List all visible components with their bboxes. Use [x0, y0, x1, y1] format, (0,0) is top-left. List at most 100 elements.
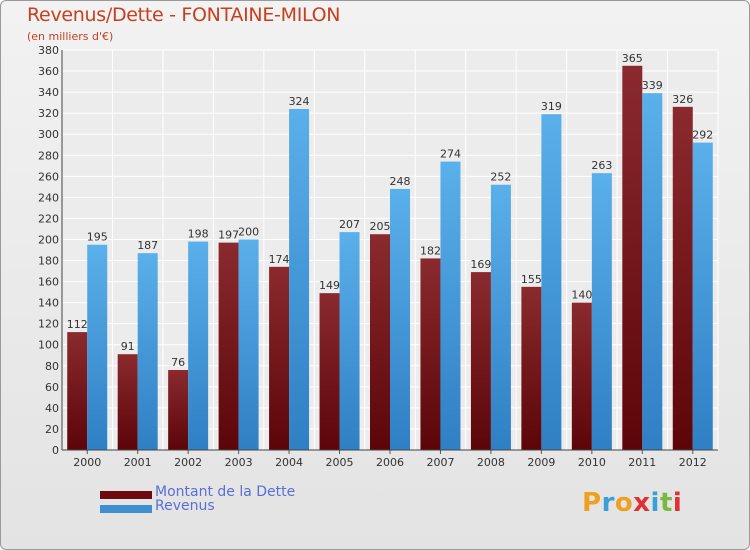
proxiti-logo: Proxiti — [582, 488, 682, 518]
debt-bar — [117, 354, 138, 450]
debt-value-label: 91 — [121, 340, 135, 353]
x-tick-label: 2011 — [628, 456, 656, 469]
revenue-bar — [238, 239, 259, 450]
debt-bar — [269, 266, 290, 450]
revenue-value-label: 339 — [642, 79, 663, 92]
y-tick-label: 220 — [38, 212, 59, 225]
revenue-value-label: 292 — [692, 129, 713, 142]
debt-value-label: 174 — [269, 253, 290, 266]
debt-value-label: 182 — [420, 244, 441, 257]
legend-swatch-revenue — [100, 505, 152, 513]
x-tick-label: 2002 — [174, 456, 202, 469]
debt-bar — [67, 332, 88, 450]
logo-letter: t — [659, 488, 673, 518]
legend-swatch-debt — [100, 491, 152, 499]
revenue-bar — [541, 114, 562, 451]
x-tick-label: 2007 — [426, 456, 454, 469]
debt-value-label: 112 — [67, 318, 88, 331]
debt-bar — [420, 258, 441, 450]
x-tick-label: 2000 — [73, 456, 101, 469]
y-tick-label: 140 — [38, 297, 59, 310]
chart-subtitle: (en milliers d'€) — [27, 30, 114, 43]
y-tick-label: 160 — [38, 276, 59, 289]
x-tick-label: 2012 — [679, 456, 707, 469]
debt-value-label: 169 — [470, 258, 491, 271]
y-tick-label: 0 — [52, 444, 59, 457]
y-tick-label: 40 — [45, 402, 59, 415]
x-tick-label: 2005 — [326, 456, 354, 469]
revenue-bar — [289, 108, 310, 451]
debt-bar — [218, 242, 239, 450]
debt-bar — [319, 293, 340, 450]
y-tick-label: 180 — [38, 255, 59, 268]
revenue-value-label: 324 — [289, 95, 310, 108]
revenue-value-label: 274 — [440, 148, 461, 161]
revenue-value-label: 319 — [541, 100, 562, 113]
revenue-bar — [440, 161, 461, 450]
legend-label-debt: Montant de la Dette — [155, 484, 296, 500]
logo-letter: x — [633, 488, 651, 518]
x-tick-label: 2006 — [376, 456, 404, 469]
logo-letter: r — [601, 488, 615, 518]
x-tick-label: 2003 — [225, 456, 253, 469]
revenue-bar — [339, 232, 360, 450]
debt-value-label: 76 — [171, 356, 185, 369]
legend-label-revenue: Revenus — [155, 498, 215, 514]
y-tick-label: 280 — [38, 149, 59, 162]
x-tick-label: 2009 — [527, 456, 555, 469]
revenue-bar — [591, 173, 612, 450]
revenue-value-label: 195 — [87, 231, 108, 244]
debt-value-label: 365 — [622, 52, 643, 65]
revenue-bar — [490, 184, 511, 450]
y-tick-label: 120 — [38, 318, 59, 331]
revenue-bar — [692, 142, 713, 450]
y-tick-label: 320 — [38, 107, 59, 120]
y-tick-label: 60 — [45, 381, 59, 394]
debt-bar — [168, 370, 189, 450]
debt-bar — [470, 272, 491, 450]
y-tick-label: 300 — [38, 128, 59, 141]
logo-letter: i — [672, 488, 683, 518]
revenue-value-label: 207 — [339, 218, 360, 231]
revenue-bar — [137, 253, 158, 450]
revenue-bar — [390, 188, 410, 450]
debt-value-label: 326 — [672, 93, 693, 106]
y-tick-label: 240 — [38, 191, 59, 204]
debt-value-label: 155 — [521, 273, 542, 286]
y-tick-label: 200 — [38, 233, 59, 246]
debt-value-label: 149 — [319, 279, 340, 292]
revenue-value-label: 252 — [490, 171, 511, 184]
logo-letter: P — [582, 488, 602, 518]
x-tick-label: 2004 — [275, 456, 303, 469]
revenue-value-label: 187 — [137, 239, 158, 252]
revenue-value-label: 198 — [188, 228, 209, 241]
debt-value-label: 140 — [571, 289, 592, 302]
revenue-value-label: 263 — [591, 159, 612, 172]
debt-bar — [571, 302, 592, 450]
y-tick-label: 80 — [45, 360, 59, 373]
debt-bar — [622, 65, 643, 450]
revenue-value-label: 248 — [390, 175, 411, 188]
y-tick-label: 100 — [38, 339, 59, 352]
logo-letter: o — [614, 488, 634, 518]
y-tick-label: 380 — [38, 44, 59, 57]
y-tick-label: 340 — [38, 86, 59, 99]
y-tick-label: 360 — [38, 65, 59, 78]
revenue-bar — [188, 241, 209, 450]
revenue-bar — [642, 93, 663, 450]
x-tick-label: 2001 — [124, 456, 152, 469]
x-tick-label: 2008 — [477, 456, 505, 469]
revenue-value-label: 200 — [238, 225, 259, 238]
debt-value-label: 205 — [370, 220, 391, 233]
x-tick-label: 2010 — [578, 456, 606, 469]
debt-bar — [370, 234, 390, 450]
chart-title: Revenus/Dette - FONTAINE-MILON — [27, 4, 341, 26]
debt-bar — [521, 286, 542, 450]
logo-letter: i — [650, 488, 660, 518]
debt-bar — [672, 106, 693, 450]
y-tick-label: 260 — [38, 170, 59, 183]
debt-value-label: 197 — [218, 229, 239, 242]
y-tick-label: 20 — [45, 423, 59, 436]
revenue-bar — [87, 244, 108, 450]
